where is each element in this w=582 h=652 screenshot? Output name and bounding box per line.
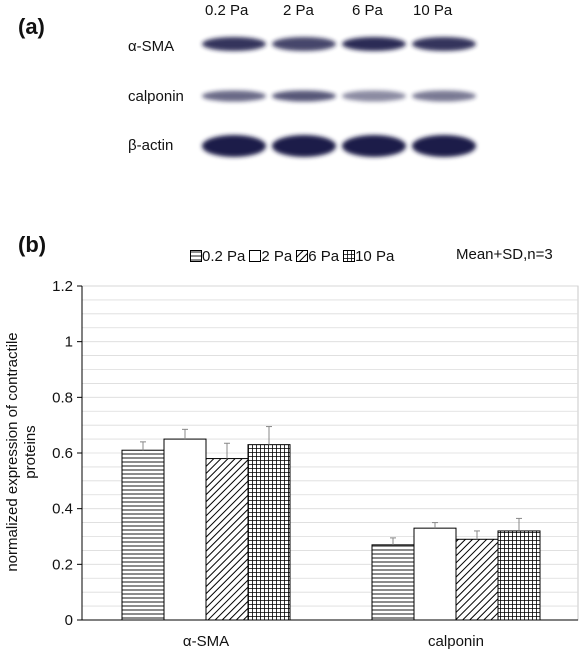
blot-row-label-asma: α-SMA [128,38,175,55]
bar-0-1 [163,438,207,621]
y-tick-label-5: 1 [65,334,73,351]
blot-band-r1-c0 [202,90,266,102]
legend-swatch-grid [343,250,356,262]
blot-band-r2-c3 [412,135,476,157]
legend-label-2: 6 Pa [308,247,340,265]
x-tick-label-1: calponin [428,633,484,650]
legend-item-1: 2 Pa [249,248,292,265]
bar-0-2 [205,458,249,621]
panel-b-label: (b) [18,232,47,257]
legend-item-3: 10 Pa [343,248,394,265]
legend-label-0: 0.2 Pa [202,247,246,265]
y-tick-label-3: 0.6 [52,445,73,462]
lane-label-3: 10 Pa [413,2,453,19]
y-tick-label-6: 1.2 [52,278,73,295]
legend-swatch-diagonal-lines [296,250,309,262]
blot-band-r2-c0 [202,135,266,157]
blot-band-r0-c0 [202,37,266,51]
blot-band-r1-c2 [342,90,406,102]
legend-label-1: 2 Pa [261,247,293,265]
legend-label-3: 10 Pa [355,247,395,265]
legend-swatch-solid-white [249,250,262,262]
chart-legend: 0.2 Pa 2 Pa 6 Pa 10 Pa [190,246,398,266]
lane-label-2: 6 Pa [352,2,383,19]
panel-a-label: (a) [18,14,45,39]
bar-1-0 [371,544,415,621]
blot-band-r1-c1 [272,90,336,102]
blot-band-r0-c3 [412,37,476,51]
legend-item-0: 0.2 Pa [190,248,245,265]
blot-band-r2-c1 [272,135,336,157]
bar-1-3 [497,530,541,621]
bar-0-0 [121,449,165,621]
bar-0-3 [247,444,291,621]
western-blot-image [202,37,476,157]
blot-band-r0-c2 [342,37,406,51]
blot-row-label-calponin: calponin [128,88,184,105]
blot-row-label-beta-actin: β-actin [128,137,174,154]
y-tick-label-1: 0.2 [52,556,73,573]
y-tick-label-0: 0 [65,612,73,629]
y-tick-label-4: 0.8 [52,389,73,406]
x-tick-label-0: α-SMA [183,633,229,650]
legend-item-2: 6 Pa [296,248,339,265]
chart-note: Mean+SD,n=3 [456,246,553,263]
bar-1-2 [455,538,499,621]
blot-band-r2-c2 [342,135,406,157]
lane-label-0: 0.2 Pa [205,2,249,19]
lane-label-1: 2 Pa [283,2,314,19]
y-tick-label-2: 0.4 [52,501,73,518]
blot-band-r1-c3 [412,90,476,102]
blot-band-r0-c1 [272,37,336,51]
legend-swatch-horizontal-lines [190,250,202,262]
bar-1-1 [413,527,457,621]
